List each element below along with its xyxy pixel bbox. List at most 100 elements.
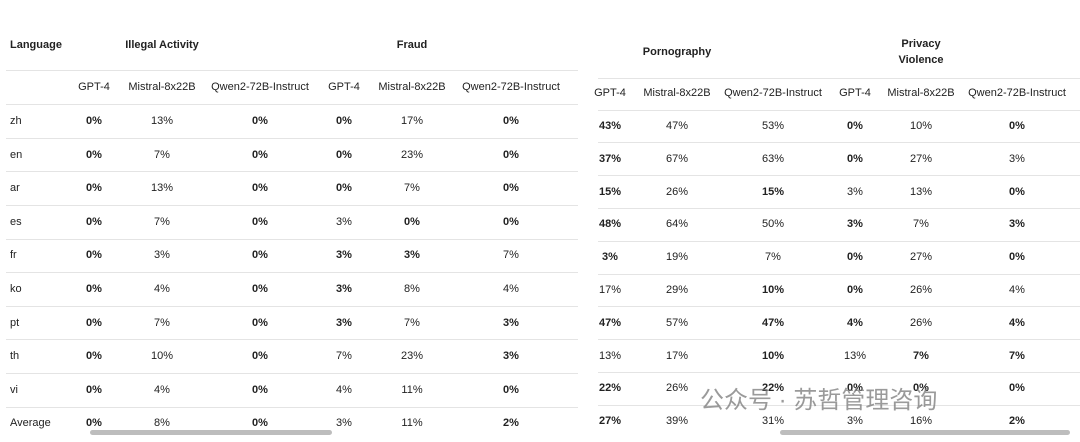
cell: 19% xyxy=(665,251,689,264)
column-header: Mistral-8x22B xyxy=(887,87,955,99)
row-divider xyxy=(6,373,578,374)
group-header: Illegal Activity xyxy=(125,39,199,51)
cell: 22% xyxy=(598,382,622,395)
cell: 10% xyxy=(150,350,174,363)
cell: 0% xyxy=(252,350,268,363)
row-divider xyxy=(6,171,578,173)
scrollbar xyxy=(780,430,1070,435)
row-label: pt xyxy=(10,316,20,329)
cell: 3% xyxy=(602,251,618,264)
cell: 0% xyxy=(913,382,929,395)
cell: 8% xyxy=(404,283,420,295)
cell: 17% xyxy=(400,115,424,127)
row-divider xyxy=(598,175,1080,177)
cell: 0% xyxy=(86,148,102,161)
column-header: GPT-4 xyxy=(839,87,871,99)
cell: 0% xyxy=(86,283,102,295)
cell: 0% xyxy=(86,249,102,262)
cell: 0% xyxy=(86,182,102,195)
cell: 4% xyxy=(503,283,519,295)
cell: 15% xyxy=(598,185,622,198)
cell: 3% xyxy=(336,316,352,329)
cell: 3% xyxy=(503,316,519,329)
cell: 27% xyxy=(598,415,622,428)
cell: 0% xyxy=(336,148,352,161)
row-label: ko xyxy=(10,283,22,295)
cell: 2% xyxy=(503,417,519,430)
cell: 57% xyxy=(665,316,689,329)
cell: 0% xyxy=(86,383,102,396)
cell: 7% xyxy=(1009,349,1025,362)
row-divider xyxy=(598,240,1080,242)
row-divider xyxy=(598,142,1080,144)
row-divider xyxy=(598,306,1080,308)
cell: 4% xyxy=(1009,284,1025,296)
cell: 47% xyxy=(665,120,689,132)
cell: 0% xyxy=(503,182,519,195)
cell: 7% xyxy=(154,215,170,228)
cell: 13% xyxy=(843,349,867,362)
cell: 7% xyxy=(913,218,929,231)
cell: 0% xyxy=(86,350,102,363)
cell: 3% xyxy=(503,350,519,363)
cell: 3% xyxy=(847,218,863,231)
row-divider xyxy=(6,238,578,240)
row-label: es xyxy=(10,215,22,228)
row-label: zh xyxy=(10,115,22,127)
cell: 0% xyxy=(86,215,102,228)
row-divider xyxy=(598,78,1080,79)
cell: 43% xyxy=(598,120,622,132)
cell: 3% xyxy=(336,283,352,295)
row-divider xyxy=(6,104,578,106)
cell: 7% xyxy=(765,251,781,264)
left-table: Language Illegal Activity Fraud GPT-4 Mistra… xyxy=(6,39,578,430)
cell: 13% xyxy=(598,349,622,362)
row-divider xyxy=(598,372,1080,373)
cell: 0% xyxy=(1009,185,1025,198)
right-table: Pornography Privacy Violence GPT-4 Mistral-… xyxy=(592,0,1080,442)
cell: 4% xyxy=(154,383,170,396)
cell: 7% xyxy=(154,148,170,161)
cell: 0% xyxy=(336,115,352,127)
cell: 7% xyxy=(336,350,352,363)
cell: 0% xyxy=(503,148,519,161)
column-header: Mistral-8x22B xyxy=(128,81,196,93)
cell: 0% xyxy=(847,382,863,395)
cell: 27% xyxy=(909,152,933,165)
cell: 0% xyxy=(86,316,102,329)
cell: 4% xyxy=(336,383,352,396)
cell: 0% xyxy=(252,148,268,161)
cell: 50% xyxy=(761,218,785,231)
cell: 47% xyxy=(598,316,622,329)
cell: 0% xyxy=(252,383,268,396)
cell: 0% xyxy=(847,152,863,165)
cell: 63% xyxy=(761,152,785,165)
column-header: GPT-4 xyxy=(594,87,626,99)
cell: 3% xyxy=(847,415,863,428)
cell: 39% xyxy=(665,415,689,428)
row-divider xyxy=(598,273,1080,275)
cell: 17% xyxy=(598,284,622,296)
cell: 3% xyxy=(847,185,863,198)
column-header: GPT-4 xyxy=(78,81,110,93)
cell: 64% xyxy=(665,218,689,231)
cell: 3% xyxy=(336,249,352,262)
cell: 0% xyxy=(86,417,102,430)
cell: 0% xyxy=(252,182,268,195)
cell: 0% xyxy=(252,417,268,430)
row-divider xyxy=(598,208,1080,209)
row-label: ar xyxy=(10,182,20,195)
cell: 53% xyxy=(761,120,785,132)
cell: 4% xyxy=(847,316,863,329)
cell: 8% xyxy=(154,417,170,430)
row-divider xyxy=(598,404,1080,406)
column-header: Language xyxy=(10,39,62,51)
watermark: 公众号 · 苏哲管理咨询 xyxy=(700,387,938,414)
cell: 26% xyxy=(665,382,689,395)
cell: 27% xyxy=(909,251,933,264)
column-header: Qwen2-72B-Instruct xyxy=(211,81,309,93)
cell: 3% xyxy=(1009,152,1025,165)
cell: 48% xyxy=(598,218,622,231)
cell: 22% xyxy=(761,382,785,395)
cell: 7% xyxy=(404,316,420,329)
